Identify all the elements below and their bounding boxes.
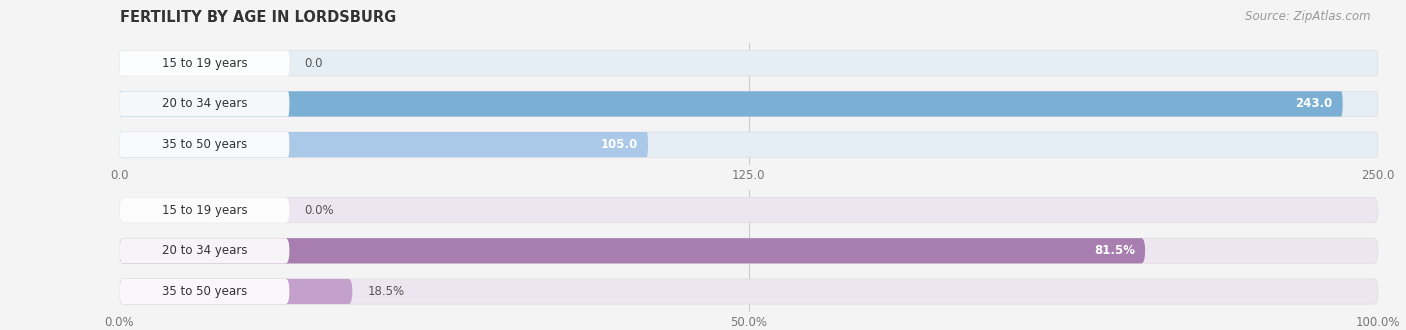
FancyBboxPatch shape [120, 132, 1378, 157]
FancyBboxPatch shape [120, 238, 1378, 263]
Text: 18.5%: 18.5% [367, 285, 405, 298]
FancyBboxPatch shape [120, 50, 1378, 76]
FancyBboxPatch shape [120, 91, 1343, 116]
FancyBboxPatch shape [120, 132, 290, 157]
FancyBboxPatch shape [120, 91, 290, 116]
Text: 15 to 19 years: 15 to 19 years [162, 204, 247, 216]
FancyBboxPatch shape [120, 197, 290, 223]
FancyBboxPatch shape [120, 197, 1378, 223]
FancyBboxPatch shape [120, 50, 290, 76]
Text: 35 to 50 years: 35 to 50 years [162, 285, 247, 298]
FancyBboxPatch shape [120, 91, 1378, 116]
Text: 0.0%: 0.0% [305, 204, 335, 216]
FancyBboxPatch shape [120, 279, 1378, 304]
Text: FERTILITY BY AGE IN LORDSBURG: FERTILITY BY AGE IN LORDSBURG [120, 10, 395, 25]
Text: 105.0: 105.0 [600, 138, 638, 151]
Text: Source: ZipAtlas.com: Source: ZipAtlas.com [1246, 10, 1371, 23]
FancyBboxPatch shape [120, 279, 290, 304]
Text: 0.0: 0.0 [305, 57, 323, 70]
FancyBboxPatch shape [120, 238, 1144, 263]
Text: 20 to 34 years: 20 to 34 years [162, 97, 247, 111]
FancyBboxPatch shape [120, 279, 353, 304]
Text: 243.0: 243.0 [1295, 97, 1333, 111]
Text: 35 to 50 years: 35 to 50 years [162, 138, 247, 151]
Text: 81.5%: 81.5% [1094, 244, 1135, 257]
Text: 15 to 19 years: 15 to 19 years [162, 57, 247, 70]
FancyBboxPatch shape [120, 132, 648, 157]
FancyBboxPatch shape [120, 238, 290, 263]
Text: 20 to 34 years: 20 to 34 years [162, 244, 247, 257]
